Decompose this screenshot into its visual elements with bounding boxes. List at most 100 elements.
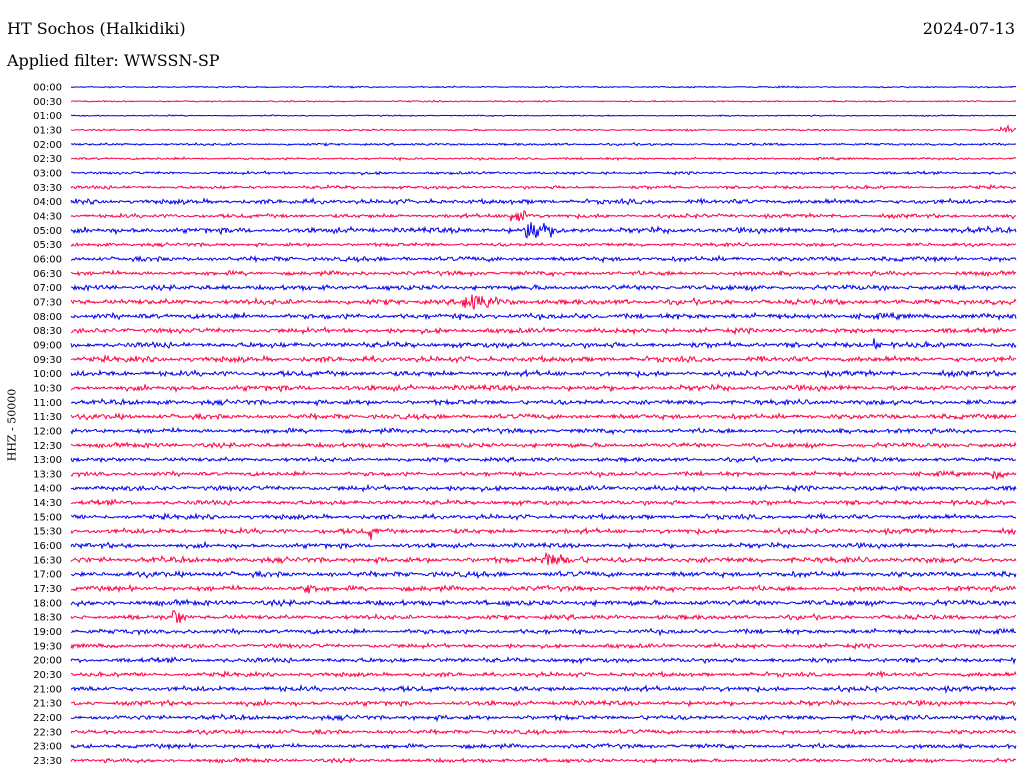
row-time-label: 04:30 (33, 211, 62, 222)
trace-0930 (70, 353, 1017, 365)
record-date: 2024-07-13 (922, 19, 1015, 38)
row-time-label: 15:00 (33, 512, 62, 523)
trace-1230 (70, 441, 1017, 450)
trace-1400 (70, 483, 1017, 494)
trace-1930 (70, 641, 1017, 651)
row-time-label: 03:30 (33, 183, 62, 194)
row-time-label: 20:00 (33, 656, 62, 667)
trace-0400 (70, 196, 1017, 206)
trace-0030 (70, 99, 1017, 103)
trace-0530 (70, 241, 1017, 248)
row-time-label: 03:00 (33, 168, 62, 179)
row-time-label: 00:30 (33, 97, 62, 108)
trace-1430 (70, 498, 1017, 508)
row-time-label: 16:00 (33, 541, 62, 552)
row-time-label: 06:00 (33, 254, 62, 265)
row-time-label: 16:30 (33, 555, 62, 566)
row-time-label: 12:00 (33, 426, 62, 437)
trace-0630 (70, 269, 1017, 278)
trace-1100 (70, 397, 1017, 407)
row-time-label: 19:30 (33, 641, 62, 652)
trace-2200 (70, 713, 1017, 723)
row-time-label: 10:30 (33, 383, 62, 394)
trace-1130 (70, 412, 1017, 422)
trace-1600 (70, 540, 1017, 551)
trace-2130 (70, 698, 1017, 708)
row-time-label: 18:00 (33, 598, 62, 609)
row-time-label: 23:00 (33, 742, 62, 753)
row-time-label: 08:00 (33, 312, 62, 323)
row-time-label: 01:30 (33, 125, 62, 136)
row-time-label: 13:00 (33, 455, 62, 466)
trace-0200 (70, 141, 1017, 147)
row-time-label: 22:00 (33, 713, 62, 724)
trace-2100 (70, 683, 1017, 694)
row-time-label: 08:30 (33, 326, 62, 337)
trace-0800 (70, 311, 1017, 321)
trace-1000 (70, 368, 1017, 379)
trace-1700 (70, 569, 1017, 580)
trace-1730 (70, 583, 1017, 594)
station-name: HT Sochos (Halkidiki) (7, 19, 186, 38)
trace-0730 (70, 294, 1017, 310)
trace-2330 (70, 756, 1017, 765)
row-time-label: 07:30 (33, 297, 62, 308)
row-time-label: 02:00 (33, 140, 62, 151)
trace-2030 (70, 669, 1017, 679)
row-time-label: 15:30 (33, 527, 62, 538)
row-time-label: 12:30 (33, 441, 62, 452)
row-time-label: 21:00 (33, 684, 62, 695)
trace-1500 (70, 512, 1017, 521)
trace-0830 (70, 325, 1017, 336)
trace-2300 (70, 742, 1017, 751)
trace-1300 (70, 455, 1017, 464)
trace-0600 (70, 254, 1017, 264)
row-time-label: 11:00 (33, 398, 62, 409)
trace-1630 (70, 551, 1017, 566)
trace-1530 (70, 526, 1017, 541)
row-time-label: 18:30 (33, 613, 62, 624)
row-time-label: 09:30 (33, 355, 62, 366)
row-time-label: 19:00 (33, 627, 62, 638)
trace-1030 (70, 383, 1017, 394)
trace-0130 (70, 124, 1017, 133)
trace-1800 (70, 598, 1017, 608)
trace-0330 (70, 183, 1017, 191)
row-time-label: 04:00 (33, 197, 62, 208)
row-time-label: 17:30 (33, 584, 62, 595)
row-time-label: 14:00 (33, 484, 62, 495)
row-time-label: 22:30 (33, 727, 62, 738)
row-time-label: 23:30 (33, 756, 62, 767)
trace-0500 (70, 222, 1017, 239)
trace-0300 (71, 170, 1017, 176)
trace-0230 (70, 156, 1017, 162)
trace-1330 (70, 469, 1017, 480)
row-time-label: 10:00 (33, 369, 62, 380)
row-time-label: 02:30 (33, 154, 62, 165)
filter-label: Applied filter: WWSSN-SP (7, 51, 220, 70)
row-time-label: 20:30 (33, 670, 62, 681)
trace-0430 (70, 210, 1017, 222)
trace-0900 (70, 338, 1017, 351)
row-time-label: 07:00 (33, 283, 62, 294)
row-time-label: 00:00 (33, 83, 62, 94)
trace-1830 (70, 610, 1017, 623)
trace-2230 (70, 728, 1017, 736)
row-time-label: 06:30 (33, 269, 62, 280)
row-time-label: 05:00 (33, 226, 62, 237)
trace-0000 (70, 85, 1017, 89)
row-time-label: 17:00 (33, 570, 62, 581)
trace-0700 (70, 283, 1017, 293)
row-time-label: 01:00 (33, 111, 62, 122)
trace-1200 (70, 426, 1017, 436)
row-time-label: 11:30 (33, 412, 62, 423)
trace-2000 (70, 655, 1017, 665)
row-time-label: 21:30 (33, 699, 62, 710)
trace-1900 (70, 627, 1017, 637)
row-time-label: 13:30 (33, 469, 62, 480)
trace-0100 (70, 114, 1017, 118)
row-time-label: 05:30 (33, 240, 62, 251)
row-time-label: 09:00 (33, 340, 62, 351)
row-time-label: 14:30 (33, 498, 62, 509)
